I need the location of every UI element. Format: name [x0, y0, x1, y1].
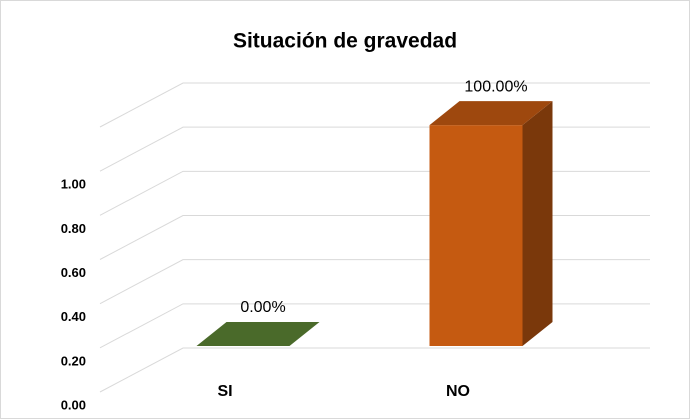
data-label: 0.00%	[240, 299, 285, 316]
bar-top	[429, 101, 553, 126]
x-tick-label: SI	[217, 383, 232, 400]
y-tick-label: 0.20	[61, 353, 86, 368]
x-tick-label: NO	[446, 383, 470, 400]
bar-top	[196, 322, 320, 346]
bar-side	[522, 101, 553, 347]
y-tick-label: 0.80	[61, 221, 86, 236]
grid-line	[99, 347, 650, 393]
y-tick-label: 0.00	[61, 397, 86, 412]
chart-title: Situación de gravedad	[233, 30, 457, 53]
bar	[429, 101, 553, 347]
bar-front	[429, 125, 523, 347]
y-tick-label: 0.60	[61, 265, 86, 280]
y-tick-label: 1.00	[61, 177, 86, 192]
grid-line	[99, 82, 650, 128]
bar	[196, 322, 320, 346]
data-label: 100.00%	[464, 78, 527, 95]
y-tick-label: 0.40	[61, 309, 86, 324]
